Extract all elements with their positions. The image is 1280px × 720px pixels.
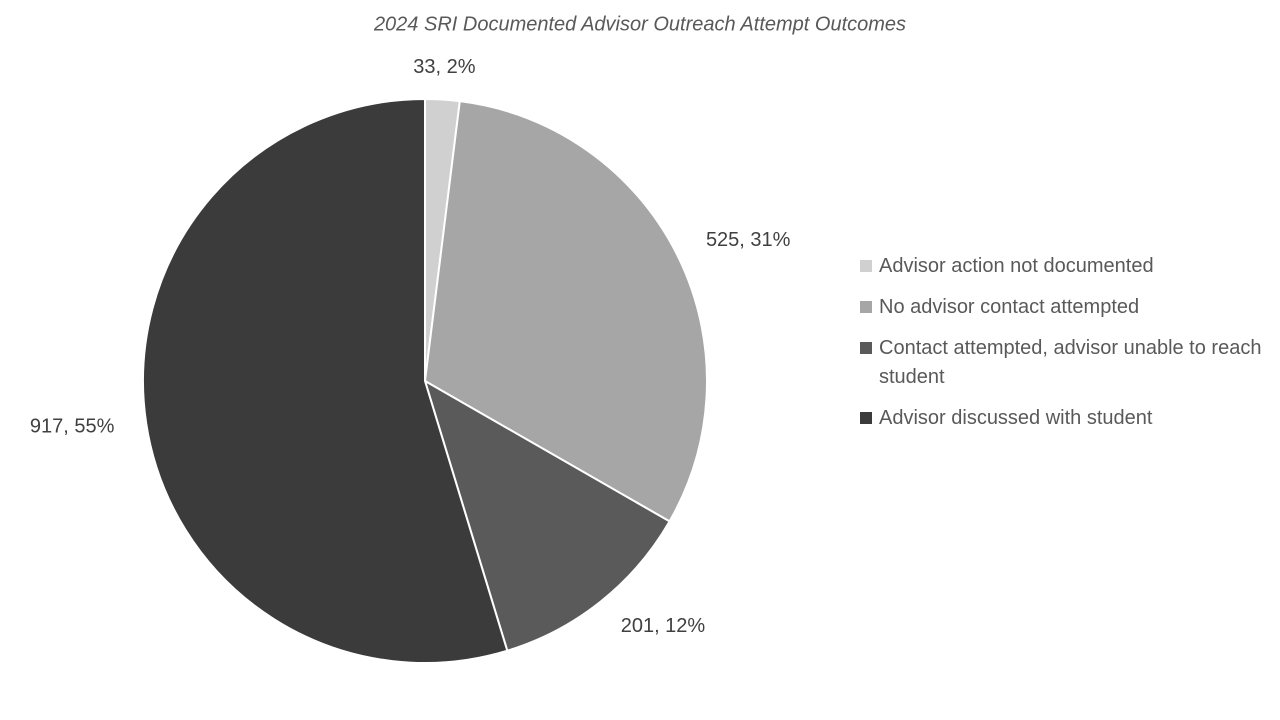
legend-label: No advisor contact attempted: [879, 296, 1140, 318]
legend-label: Contact attempted, advisor unable to rea…: [879, 337, 1262, 388]
chart-title: 2024 SRI Documented Advisor Outreach Att…: [373, 13, 906, 35]
pie-slice: [423, 378, 671, 652]
legend-item: Advisor action not documented: [860, 252, 1275, 281]
legend-label: Advisor action not documented: [879, 255, 1154, 277]
data-label: 917, 55%: [30, 416, 115, 438]
legend: Advisor action not documented No advisor …: [860, 252, 1275, 445]
data-label: 33, 2%: [413, 56, 475, 78]
data-label: 201, 12%: [621, 615, 706, 637]
legend-swatch: [860, 342, 872, 354]
data-label: 525, 31%: [706, 229, 791, 251]
legend-item: Advisor discussed with student: [860, 404, 1275, 433]
pie-slice: [423, 100, 708, 523]
legend-item: Contact attempted, advisor unable to rea…: [860, 334, 1275, 392]
legend-item: No advisor contact attempted: [860, 293, 1275, 322]
legend-swatch: [860, 412, 872, 424]
pie-slice: [142, 97, 509, 664]
legend-swatch: [860, 301, 872, 313]
legend-swatch: [860, 260, 872, 272]
legend-label: Advisor discussed with student: [879, 407, 1153, 429]
